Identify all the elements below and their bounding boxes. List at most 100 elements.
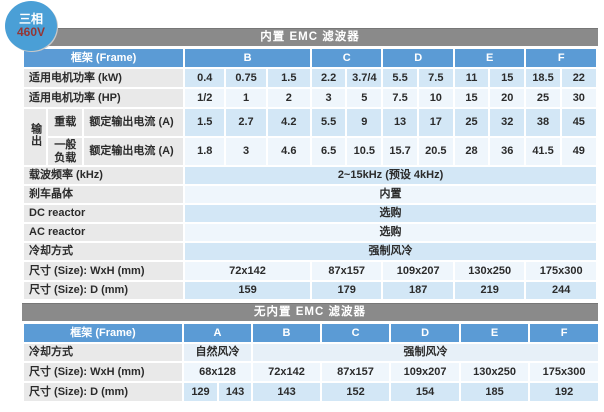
- cooling-method-row: 冷却方式 自然风冷 强制风冷: [22, 342, 601, 363]
- wxh-value-cell: 109x207: [389, 361, 462, 383]
- wxh-value-cell: 72x142: [183, 260, 312, 282]
- row-label: DC reactor: [21, 203, 186, 224]
- heavy-value-cell: 9: [345, 107, 384, 138]
- frame-col-f: F: [524, 47, 598, 69]
- normal-value-cell: 6.5: [309, 136, 348, 167]
- d-value-cell: 219: [452, 280, 527, 301]
- normal-load-label: 一般负载: [46, 136, 85, 167]
- frame-header-label: 框架 (Frame): [21, 47, 186, 69]
- row-label: 刹车晶体: [21, 184, 186, 205]
- heavy-value-cell: 17: [416, 107, 455, 138]
- dc-reactor-value: 选购: [183, 203, 598, 224]
- heavy-load-label: 重载: [46, 107, 85, 138]
- rated-current-label: 额定输出电流 (A): [82, 136, 186, 167]
- kw-value-cell: 1.5: [265, 67, 312, 89]
- hp-value-cell: 3: [309, 87, 348, 109]
- normal-value-cell: 1.8: [183, 136, 227, 167]
- heavy-value-cell: 2.7: [224, 107, 268, 138]
- wxh-value-cell: 109x207: [381, 260, 455, 282]
- heavy-value-cell: 5.5: [309, 107, 348, 138]
- d-value-cell: 187: [381, 280, 455, 301]
- heavy-value-cell: 38: [524, 107, 562, 138]
- frame-col-f: F: [528, 322, 601, 344]
- d-value-cell: 152: [320, 381, 392, 403]
- carrier-frequency-row: 载波频率 (kHz) 2~15kHz (预设 4kHz): [21, 165, 598, 186]
- heavy-value-cell: 32: [488, 107, 527, 138]
- hp-value-cell: 15: [452, 87, 491, 109]
- kw-value-cell: 0.75: [224, 67, 268, 89]
- row-label: 适用电机功率 (HP): [21, 87, 186, 109]
- hp-value-cell: 5: [345, 87, 384, 109]
- phase-voltage-badge: 三相 460V: [5, 1, 57, 51]
- d-value-cell: 129: [182, 381, 219, 403]
- frame-col-e: E: [459, 322, 531, 344]
- hp-value-cell: 10: [416, 87, 455, 109]
- normal-value-cell: 28: [452, 136, 491, 167]
- no-emc-table: 框架 (Frame) A B C D E F 冷却方式 自然风冷 强制风冷 尺寸…: [22, 322, 601, 403]
- normal-value-cell: 49: [559, 136, 599, 167]
- row-label: 冷却方式: [21, 241, 186, 262]
- d-value-cell: 179: [309, 280, 384, 301]
- d-value-cell: 192: [528, 381, 601, 403]
- normal-value-cell: 36: [488, 136, 527, 167]
- frame-col-b: B: [183, 47, 312, 69]
- dc-reactor-row: DC reactor 选购: [21, 203, 598, 224]
- brake-chopper-row: 刹车晶体 内置: [21, 184, 598, 205]
- d-value-cell: 154: [389, 381, 462, 403]
- cooling-forced-value: 强制风冷: [251, 342, 601, 363]
- normal-load-current-row: 一般负载 额定输出电流 (A) 1.8 3 4.6 6.5 10.5 15.7 …: [23, 136, 599, 167]
- size-wxh-row: 尺寸 (Size): WxH (mm) 72x142 87x157 109x20…: [21, 260, 598, 282]
- normal-value-cell: 3: [224, 136, 268, 167]
- wxh-value-cell: 87x157: [320, 361, 392, 383]
- hp-value-cell: 20: [488, 87, 527, 109]
- frame-col-c: C: [309, 47, 384, 69]
- wxh-value-cell: 175x300: [524, 260, 598, 282]
- row-label: AC reactor: [21, 222, 186, 243]
- rated-current-label: 额定输出电流 (A): [82, 107, 186, 138]
- hp-value-cell: 7.5: [381, 87, 419, 109]
- wxh-value-cell: 175x300: [528, 361, 601, 383]
- heavy-value-cell: 4.2: [265, 107, 312, 138]
- kw-value-cell: 3.7/4: [345, 67, 384, 89]
- built-in-emc-table: 框架 (Frame) B C D E F 适用电机功率 (kW) 0.4 0.7…: [21, 47, 599, 301]
- row-label: 冷却方式: [22, 342, 184, 363]
- kw-value-cell: 2.2: [309, 67, 348, 89]
- heavy-value-cell: 1.5: [183, 107, 227, 138]
- kw-value-cell: 5.5: [381, 67, 419, 89]
- d-value-cell: 244: [524, 280, 598, 301]
- heavy-value-cell: 13: [381, 107, 419, 138]
- spec-sheet: 内置 EMC 滤波器 框架 (Frame) B C D E F 适用电机功率 (…: [21, 28, 601, 403]
- ac-reactor-value: 选购: [183, 222, 598, 243]
- section-header-no-emc: 无内置 EMC 滤波器: [22, 303, 598, 321]
- size-wxh-row: 尺寸 (Size): WxH (mm) 68x128 72x142 87x157…: [22, 361, 601, 383]
- wxh-value-cell: 68x128: [181, 361, 254, 383]
- normal-value-cell: 20.5: [416, 136, 455, 167]
- section-header-built-in-emc: 内置 EMC 滤波器: [22, 28, 598, 46]
- hp-value-cell: 2: [265, 87, 312, 109]
- kw-value-cell: 15: [488, 67, 527, 89]
- frame-col-d: D: [389, 322, 462, 344]
- output-group-label: 输出: [21, 107, 49, 167]
- heavy-value-cell: 25: [452, 107, 491, 138]
- frame-col-b: B: [251, 322, 323, 344]
- size-d-row: 尺寸 (Size): D (mm) 159 179 187 219 244: [21, 280, 598, 301]
- hp-value-cell: 25: [524, 87, 562, 109]
- d-value-cell: 185: [459, 381, 531, 403]
- hp-value-cell: 1: [224, 87, 268, 109]
- frame-col-c: C: [320, 322, 392, 344]
- row-label: 尺寸 (Size): D (mm): [21, 280, 186, 301]
- kw-value-cell: 11: [452, 67, 491, 89]
- d-value-cell: 143: [216, 381, 254, 403]
- cooling-method-value: 强制风冷: [183, 241, 598, 262]
- row-label: 载波频率 (kHz): [21, 165, 186, 186]
- row-label: 尺寸 (Size): WxH (mm): [22, 361, 184, 383]
- frame-header-label: 框架 (Frame): [22, 322, 184, 344]
- badge-phase-label: 三相: [18, 11, 43, 26]
- frame-col-d: D: [381, 47, 455, 69]
- wxh-value-cell: 72x142: [251, 361, 323, 383]
- heavy-value-cell: 45: [559, 107, 599, 138]
- wxh-value-cell: 130x250: [459, 361, 531, 383]
- wxh-value-cell: 130x250: [452, 260, 527, 282]
- carrier-frequency-value: 2~15kHz (预设 4kHz): [183, 165, 598, 186]
- brake-chopper-value: 内置: [183, 184, 598, 205]
